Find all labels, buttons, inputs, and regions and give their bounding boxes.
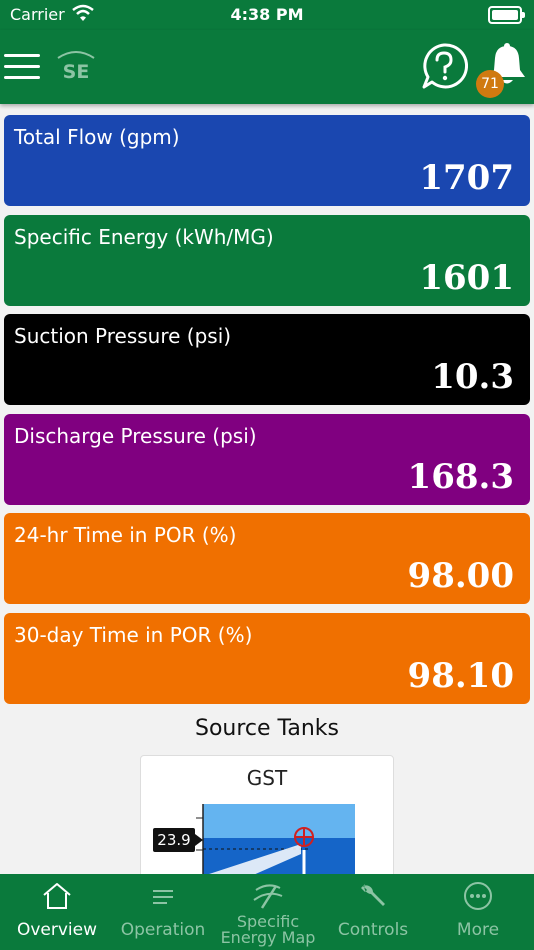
card-label: Total Flow (gpm) <box>14 125 180 149</box>
tab-overview[interactable]: Overview <box>4 874 110 950</box>
card-suction-pressure[interactable]: Suction Pressure (psi) 10.3 <box>4 314 530 405</box>
status-bar: Carrier 4:38 PM <box>0 0 534 30</box>
app-header: SE 71 <box>0 30 534 104</box>
card-value: 98.10 <box>407 656 514 696</box>
card-specific-energy[interactable]: Specific Energy (kWh/MG) 1601 <box>4 215 530 306</box>
tank-card-gst[interactable]: GST 23.9 <box>140 755 394 874</box>
tab-more[interactable]: More <box>425 874 531 950</box>
battery-icon <box>488 6 525 24</box>
card-discharge-pressure[interactable]: Discharge Pressure (psi) 168.3 <box>4 414 530 505</box>
card-label: 30-day Time in POR (%) <box>14 623 253 647</box>
card-label: Specific Energy (kWh/MG) <box>14 225 274 249</box>
card-24hr-por[interactable]: 24-hr Time in POR (%) 98.00 <box>4 513 530 604</box>
tank-level-graphic: 23.9 <box>153 804 355 874</box>
list-icon <box>153 890 173 904</box>
card-label: Discharge Pressure (psi) <box>14 424 257 448</box>
more-icon <box>464 882 492 910</box>
tab-label: Operation <box>120 920 206 940</box>
overview-content: Total Flow (gpm) 1707 Specific Energy (k… <box>0 104 534 874</box>
card-value: 168.3 <box>407 457 514 497</box>
tab-operation[interactable]: Operation <box>110 874 216 950</box>
tab-controls[interactable]: Controls <box>320 874 426 950</box>
tab-bar: Overview Operation Specific Energy Map C… <box>0 874 534 950</box>
bell-icon[interactable] <box>486 42 528 88</box>
tank-name: GST <box>246 766 288 790</box>
menu-icon[interactable] <box>4 54 40 82</box>
card-label: Suction Pressure (psi) <box>14 324 232 348</box>
card-value: 10.3 <box>431 357 514 397</box>
help-icon[interactable] <box>420 42 468 90</box>
carrier-label: Carrier <box>10 5 65 24</box>
source-tanks-title: Source Tanks <box>195 716 339 741</box>
tab-label: Overview <box>16 920 98 940</box>
clock: 4:38 PM <box>230 5 304 24</box>
card-value: 1601 <box>419 258 514 298</box>
tab-specific-energy-map[interactable]: Specific Energy Map <box>215 874 321 950</box>
card-value: 98.00 <box>407 556 514 596</box>
wifi-icon <box>72 4 94 21</box>
logo-text: SE <box>63 61 90 82</box>
tab-label: Controls <box>337 920 409 940</box>
card-label: 24-hr Time in POR (%) <box>14 523 237 547</box>
energy-map-icon <box>253 884 283 909</box>
tab-label: More <box>456 920 500 940</box>
home-icon <box>43 883 71 909</box>
card-30day-por[interactable]: 30-day Time in POR (%) 98.10 <box>4 613 530 704</box>
card-value: 1707 <box>419 158 514 198</box>
notification-badge[interactable]: 71 <box>476 70 504 98</box>
app-logo: SE <box>57 51 95 82</box>
wrench-icon <box>361 884 385 906</box>
tab-label: Specific Energy Map <box>220 912 316 947</box>
tank-level-value: 23.9 <box>157 831 190 849</box>
card-total-flow[interactable]: Total Flow (gpm) 1707 <box>4 115 530 206</box>
